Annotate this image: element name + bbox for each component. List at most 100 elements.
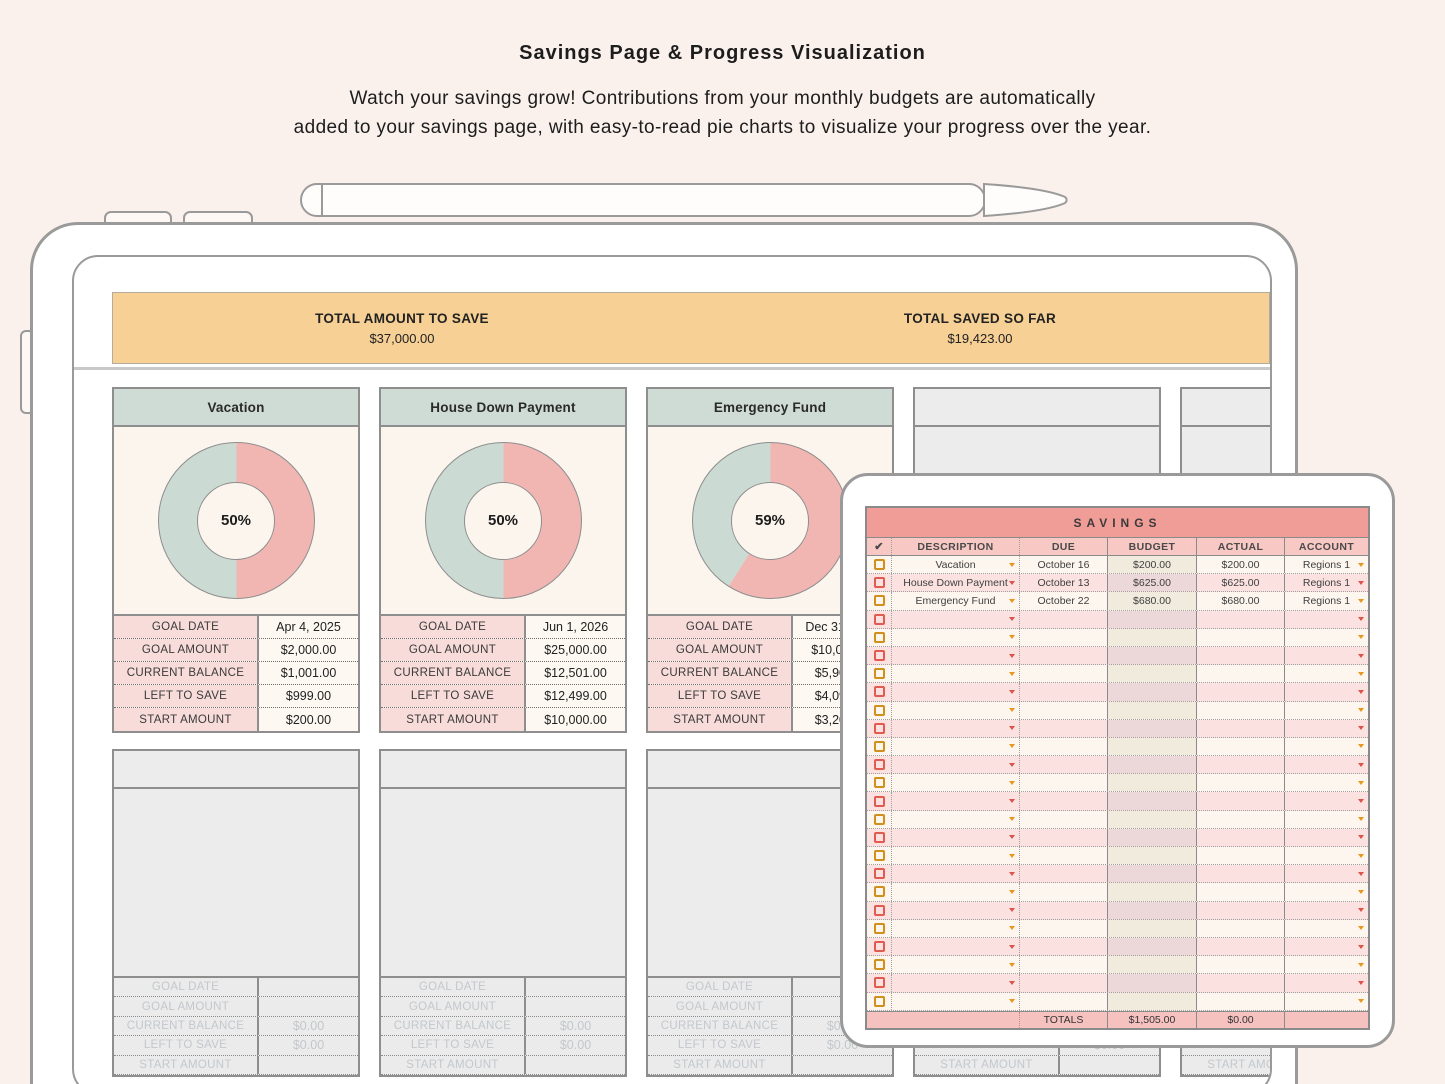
dropdown-arrow-icon[interactable] [1358, 780, 1364, 785]
dropdown-arrow-icon[interactable] [1009, 980, 1015, 985]
checkbox-cell[interactable] [867, 646, 892, 665]
account-cell[interactable] [1285, 847, 1368, 864]
row-checkbox[interactable] [873, 886, 885, 898]
row-checkbox[interactable] [873, 831, 885, 843]
actual-cell[interactable] [1197, 919, 1285, 937]
due-cell[interactable] [1020, 683, 1108, 701]
checkbox-cell[interactable] [867, 756, 892, 774]
due-cell[interactable] [1020, 719, 1108, 737]
actual-cell[interactable] [1197, 883, 1285, 901]
dropdown-arrow-icon[interactable] [1009, 744, 1015, 749]
goal-value-cell[interactable]: $1,001.00 [259, 662, 358, 684]
due-cell[interactable] [1020, 774, 1108, 792]
checkbox-cell[interactable] [867, 592, 892, 610]
description-cell[interactable] [892, 665, 1020, 683]
goal-value-cell[interactable]: $0.00 [259, 1036, 358, 1055]
budget-cell[interactable] [1108, 683, 1197, 701]
row-checkbox[interactable] [873, 631, 885, 643]
due-cell[interactable] [1020, 865, 1108, 883]
description-cell[interactable] [892, 847, 1020, 865]
checkbox-cell[interactable] [867, 847, 892, 865]
budget-cell[interactable] [1108, 847, 1197, 865]
dropdown-arrow-icon[interactable] [1358, 980, 1364, 985]
account-cell[interactable] [1285, 665, 1368, 682]
checkbox-cell[interactable] [867, 719, 892, 737]
due-cell[interactable] [1020, 628, 1108, 646]
budget-cell[interactable] [1108, 883, 1197, 901]
dropdown-arrow-icon[interactable] [1358, 926, 1364, 931]
checkbox-cell[interactable] [867, 956, 892, 974]
actual-cell[interactable] [1197, 701, 1285, 719]
due-cell[interactable] [1020, 847, 1108, 865]
description-cell[interactable]: House Down Payment [892, 574, 1020, 592]
due-cell[interactable] [1020, 810, 1108, 828]
goal-value-cell[interactable]: $12,501.00 [526, 662, 625, 684]
actual-cell[interactable]: $680.00 [1197, 592, 1285, 610]
dropdown-arrow-icon[interactable] [1358, 999, 1364, 1004]
actual-cell[interactable] [1197, 774, 1285, 792]
actual-cell[interactable] [1197, 974, 1285, 992]
goal-value-cell[interactable]: $200.00 [259, 708, 358, 731]
checkbox-cell[interactable] [867, 810, 892, 828]
account-cell[interactable] [1285, 738, 1368, 755]
description-cell[interactable]: Vacation [892, 556, 1020, 574]
budget-cell[interactable] [1108, 628, 1197, 646]
budget-cell[interactable] [1108, 774, 1197, 792]
checkbox-cell[interactable] [867, 828, 892, 846]
checkbox-cell[interactable] [867, 919, 892, 937]
dropdown-arrow-icon[interactable] [1358, 799, 1364, 804]
checkbox-cell[interactable] [867, 665, 892, 683]
row-checkbox[interactable] [873, 559, 885, 571]
checkbox-cell[interactable] [867, 937, 892, 956]
due-cell[interactable] [1020, 919, 1108, 937]
checkbox-cell[interactable] [867, 701, 892, 719]
budget-cell[interactable] [1108, 756, 1197, 774]
actual-cell[interactable]: $625.00 [1197, 574, 1285, 592]
budget-cell[interactable] [1108, 901, 1197, 919]
description-cell[interactable] [892, 610, 1020, 628]
row-checkbox[interactable] [873, 740, 885, 752]
budget-cell[interactable]: $625.00 [1108, 574, 1197, 592]
checkbox-cell[interactable] [867, 610, 892, 628]
budget-cell[interactable] [1108, 737, 1197, 756]
dropdown-arrow-icon[interactable] [1009, 598, 1015, 603]
budget-cell[interactable] [1108, 610, 1197, 628]
goal-value-cell[interactable] [259, 997, 358, 1016]
actual-cell[interactable] [1197, 847, 1285, 865]
row-checkbox[interactable] [873, 668, 885, 680]
due-cell[interactable] [1020, 883, 1108, 901]
account-cell[interactable] [1285, 720, 1368, 737]
due-cell[interactable] [1020, 828, 1108, 846]
goal-value-cell[interactable]: Apr 4, 2025 [259, 616, 358, 638]
dropdown-arrow-icon[interactable] [1009, 762, 1015, 767]
description-cell[interactable] [892, 992, 1020, 1010]
description-cell[interactable] [892, 792, 1020, 810]
row-checkbox[interactable] [873, 722, 885, 734]
due-cell[interactable]: October 16 [1020, 556, 1108, 574]
description-cell[interactable] [892, 974, 1020, 992]
row-checkbox[interactable] [873, 904, 885, 916]
dropdown-arrow-icon[interactable] [1358, 726, 1364, 731]
goal-value-cell[interactable] [526, 1055, 625, 1074]
goal-value-cell[interactable] [259, 1055, 358, 1074]
dropdown-arrow-icon[interactable] [1358, 708, 1364, 713]
checkbox-cell[interactable] [867, 974, 892, 992]
due-cell[interactable]: October 13 [1020, 574, 1108, 592]
account-cell[interactable] [1285, 902, 1368, 919]
actual-cell[interactable] [1197, 628, 1285, 646]
row-checkbox[interactable] [873, 977, 885, 989]
actual-cell[interactable] [1197, 937, 1285, 956]
account-cell[interactable]: Regions 1 [1285, 556, 1368, 573]
dropdown-arrow-icon[interactable] [1358, 853, 1364, 858]
dropdown-arrow-icon[interactable] [1009, 853, 1015, 858]
dropdown-arrow-icon[interactable] [1358, 962, 1364, 967]
description-cell[interactable] [892, 956, 1020, 974]
checkbox-cell[interactable] [867, 774, 892, 792]
budget-cell[interactable] [1108, 865, 1197, 883]
account-cell[interactable] [1285, 974, 1368, 991]
dropdown-arrow-icon[interactable] [1009, 708, 1015, 713]
dropdown-arrow-icon[interactable] [1009, 908, 1015, 913]
row-checkbox[interactable] [873, 704, 885, 716]
description-cell[interactable] [892, 774, 1020, 792]
dropdown-arrow-icon[interactable] [1009, 962, 1015, 967]
